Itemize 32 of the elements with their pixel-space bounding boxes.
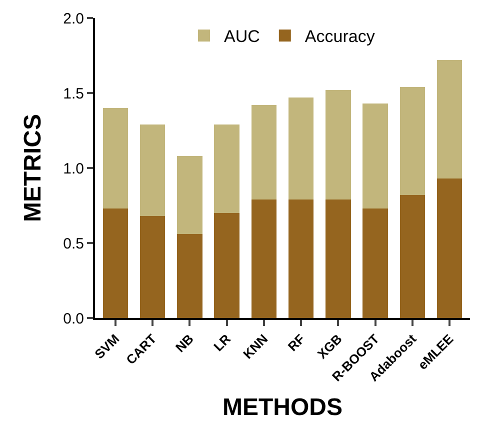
legend-label: AUC <box>224 27 260 46</box>
bar <box>436 60 462 178</box>
bar <box>177 156 202 234</box>
y-tick-label: 1.5 <box>63 85 84 102</box>
bar <box>102 108 128 208</box>
bar <box>214 213 240 318</box>
bar <box>400 87 426 195</box>
bar <box>214 124 240 213</box>
y-axis-title: METRICS <box>20 114 47 222</box>
bar <box>436 178 462 318</box>
x-axis-title: METHODS <box>222 394 342 422</box>
legend-label: Accuracy <box>304 27 376 46</box>
bar <box>251 200 277 318</box>
bar <box>288 98 314 200</box>
bar <box>140 216 166 318</box>
x-tick-label: RF <box>284 331 308 354</box>
y-tick-label: 1.0 <box>63 160 84 178</box>
bar <box>102 208 128 318</box>
x-tick-label: LR <box>210 330 234 354</box>
bar <box>288 200 314 318</box>
bar <box>326 90 351 200</box>
bar <box>400 195 426 318</box>
bar <box>140 124 166 216</box>
bar <box>251 105 277 200</box>
bar <box>177 234 202 318</box>
y-tick-label: 0.0 <box>63 310 84 328</box>
x-tick-label: NB <box>172 331 196 356</box>
bar <box>362 104 388 208</box>
bar <box>362 208 388 318</box>
bar <box>326 200 351 318</box>
y-tick-label: 2.0 <box>63 10 84 28</box>
y-tick-label: 0.5 <box>63 235 84 252</box>
